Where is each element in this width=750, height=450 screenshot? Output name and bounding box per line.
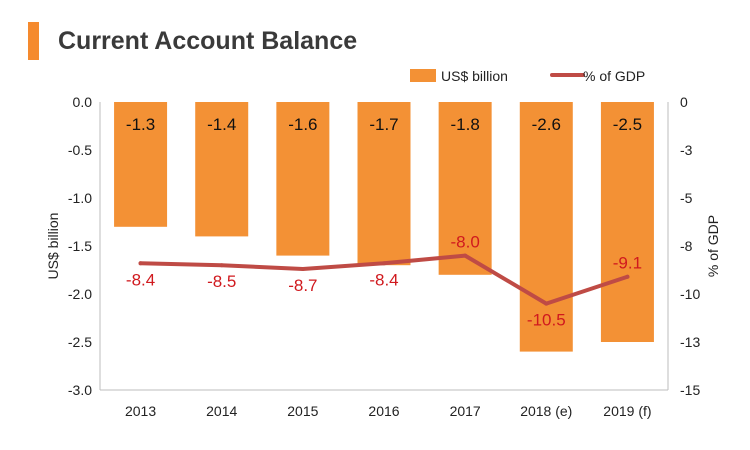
gdp-value-label: -8.4 <box>369 270 398 289</box>
gdp-value-label: -8.0 <box>450 233 479 252</box>
bar <box>195 102 249 237</box>
x-tick-label: 2018 (e) <box>520 403 572 419</box>
y2-tick-label: -10 <box>680 286 700 302</box>
y-tick-label: 0.0 <box>73 94 93 110</box>
x-tick-label: 2016 <box>368 403 399 419</box>
y-axis-title: US$ billion <box>45 213 61 280</box>
legend-line-label: % of GDP <box>583 68 645 84</box>
bar <box>276 102 330 256</box>
gdp-point <box>138 261 143 266</box>
bar-value-label: -2.6 <box>532 115 561 134</box>
bar-value-label: -1.7 <box>369 115 398 134</box>
x-tick-label: 2017 <box>450 403 481 419</box>
legend-bar-label: US$ billion <box>441 68 508 84</box>
gdp-point <box>300 267 305 272</box>
bar <box>438 102 492 275</box>
y2-tick-label: -15 <box>680 382 700 398</box>
bar-value-label: -1.8 <box>450 115 479 134</box>
y2-tick-label: -13 <box>680 334 700 350</box>
gdp-point <box>382 261 386 266</box>
y2-tick-label: -5 <box>680 190 693 206</box>
y2-axis-title: % of GDP <box>705 215 721 277</box>
gdp-point <box>219 263 224 268</box>
y-tick-label: -0.5 <box>68 142 92 158</box>
gdp-value-label: -10.5 <box>527 311 566 330</box>
x-tick-label: 2015 <box>287 403 318 419</box>
gdp-value-label: -8.5 <box>207 272 236 291</box>
chart-title: Current Account Balance <box>58 27 358 55</box>
y-tick-label: -1.0 <box>68 190 92 206</box>
gdp-value-label: -8.7 <box>288 276 317 295</box>
bar-value-label: -1.6 <box>288 115 317 134</box>
bar-value-label: -1.3 <box>126 115 155 134</box>
bar <box>519 102 573 352</box>
y2-tick-label: -3 <box>680 142 693 158</box>
bar-value-label: -1.4 <box>207 115 236 134</box>
x-tick-label: 2019 (f) <box>603 403 651 419</box>
bar <box>114 102 168 227</box>
gdp-point <box>463 253 468 258</box>
bar-value-label: -2.5 <box>613 115 642 134</box>
legend-bar-swatch <box>410 69 436 82</box>
bar <box>600 102 654 342</box>
title-accent-bar <box>28 22 39 60</box>
y-tick-label: -2.0 <box>68 286 92 302</box>
y2-tick-label: -8 <box>680 238 693 254</box>
x-tick-label: 2013 <box>125 403 156 419</box>
y-tick-label: -3.0 <box>68 382 92 398</box>
gdp-value-label: -8.4 <box>126 270 155 289</box>
y2-tick-label: 0 <box>680 94 688 110</box>
x-tick-label: 2014 <box>206 403 237 419</box>
gdp-point <box>544 301 549 306</box>
gdp-value-label: -9.1 <box>613 254 642 273</box>
y-tick-label: -1.5 <box>68 238 92 254</box>
bar <box>357 102 411 266</box>
y-tick-label: -2.5 <box>68 334 92 350</box>
gdp-point <box>625 274 630 279</box>
